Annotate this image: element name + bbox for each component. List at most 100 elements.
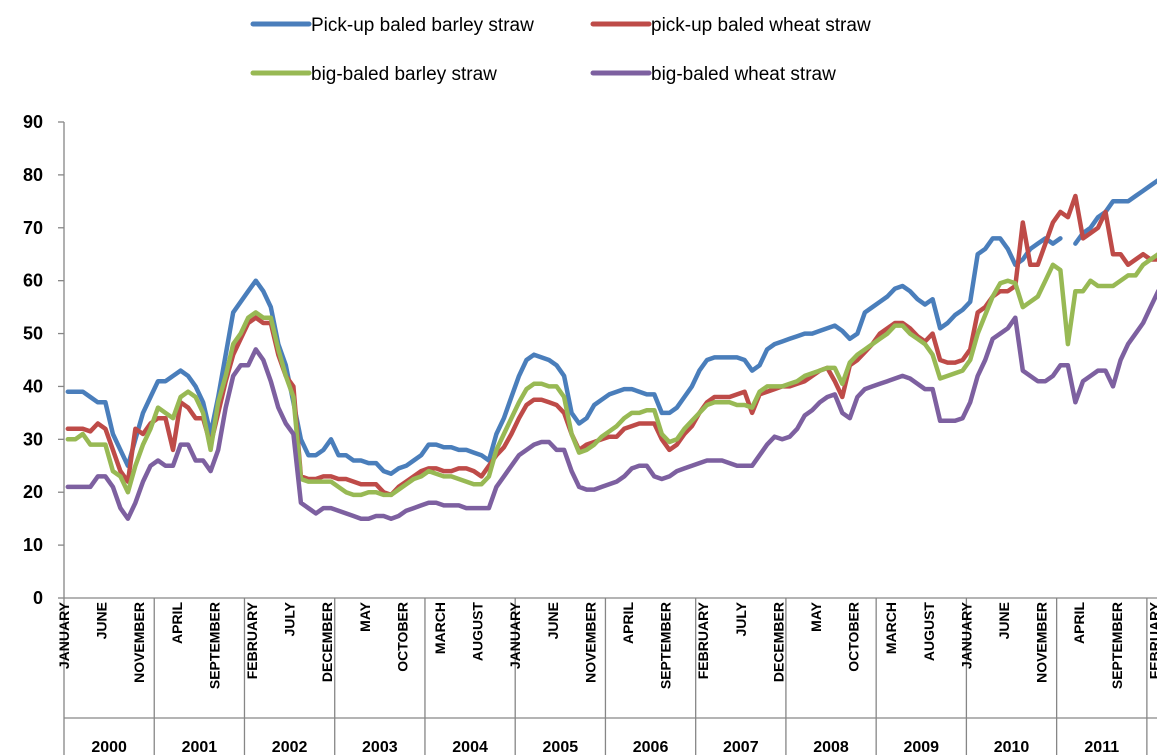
data-point bbox=[450, 475, 452, 477]
data-point bbox=[383, 470, 385, 472]
data-point bbox=[1074, 290, 1076, 292]
x-tick-label: FEBRUARY bbox=[695, 601, 711, 679]
data-point bbox=[804, 333, 806, 335]
x-tick-label: JANUARY bbox=[507, 601, 523, 669]
y-tick-label: 20 bbox=[23, 482, 43, 502]
data-point bbox=[571, 412, 573, 414]
data-point bbox=[683, 428, 686, 430]
data-point bbox=[691, 465, 693, 467]
data-point bbox=[841, 412, 843, 414]
data-point bbox=[232, 343, 234, 345]
data-point bbox=[999, 290, 1001, 292]
data-point bbox=[1142, 253, 1144, 255]
data-point bbox=[262, 290, 264, 292]
data-point bbox=[916, 298, 919, 300]
data-point bbox=[1127, 274, 1129, 276]
data-point bbox=[962, 370, 964, 372]
data-point bbox=[255, 280, 257, 282]
data-point bbox=[1067, 364, 1069, 366]
data-point bbox=[337, 486, 340, 488]
data-point bbox=[977, 253, 979, 255]
data-point bbox=[398, 489, 400, 491]
data-point bbox=[337, 510, 340, 512]
data-point bbox=[1052, 264, 1054, 266]
data-point bbox=[540, 441, 543, 443]
data-point bbox=[255, 348, 257, 350]
data-point bbox=[142, 412, 144, 414]
data-point bbox=[149, 396, 152, 398]
data-point bbox=[864, 388, 866, 390]
data-point bbox=[691, 385, 693, 387]
data-point bbox=[97, 444, 99, 446]
data-point bbox=[631, 425, 633, 427]
data-point bbox=[540, 399, 543, 401]
data-point bbox=[811, 333, 813, 335]
data-point bbox=[1127, 200, 1129, 202]
data-point bbox=[969, 301, 971, 303]
year-label: 2010 bbox=[994, 739, 1030, 755]
data-point bbox=[164, 465, 167, 467]
data-point bbox=[856, 354, 859, 356]
data-point bbox=[1112, 385, 1114, 387]
data-point bbox=[458, 449, 460, 451]
data-point bbox=[277, 407, 279, 409]
data-point bbox=[909, 327, 911, 329]
data-point bbox=[721, 401, 723, 403]
data-point bbox=[503, 475, 505, 477]
data-point bbox=[676, 438, 678, 440]
data-point bbox=[97, 475, 99, 477]
data-point bbox=[698, 370, 701, 372]
data-point bbox=[180, 444, 182, 446]
data-point bbox=[405, 483, 407, 485]
x-tick-label: JULY bbox=[282, 601, 298, 636]
data-point bbox=[292, 433, 294, 435]
data-point bbox=[345, 478, 347, 480]
data-point bbox=[360, 494, 362, 496]
data-point bbox=[435, 467, 437, 469]
data-point bbox=[661, 478, 663, 480]
data-point bbox=[375, 491, 377, 493]
data-point bbox=[180, 370, 182, 372]
data-point bbox=[932, 354, 934, 356]
x-tick-label: DECEMBER bbox=[319, 602, 335, 682]
data-point bbox=[841, 396, 843, 398]
data-point bbox=[593, 489, 595, 491]
data-point bbox=[413, 507, 415, 509]
data-point bbox=[864, 311, 866, 313]
data-point bbox=[616, 391, 618, 393]
data-point bbox=[751, 407, 753, 409]
data-point bbox=[879, 383, 881, 385]
data-point bbox=[646, 409, 648, 411]
x-tick-label: NOVEMBER bbox=[131, 602, 147, 683]
legend-label: big-baled wheat straw bbox=[651, 64, 836, 85]
data-point bbox=[728, 396, 731, 398]
data-point bbox=[631, 388, 633, 390]
data-point bbox=[894, 322, 896, 324]
data-point bbox=[781, 438, 783, 440]
data-point bbox=[886, 295, 889, 298]
year-label: 2001 bbox=[182, 739, 218, 755]
data-point bbox=[172, 417, 174, 419]
data-point bbox=[826, 327, 828, 329]
data-point bbox=[465, 507, 467, 509]
data-point bbox=[127, 491, 129, 493]
data-point bbox=[751, 412, 753, 414]
data-point bbox=[653, 475, 655, 477]
data-point bbox=[947, 322, 949, 324]
data-point bbox=[480, 454, 482, 456]
data-point bbox=[578, 452, 580, 454]
data-point bbox=[548, 401, 550, 403]
data-point bbox=[510, 433, 512, 435]
data-point bbox=[698, 412, 701, 414]
data-point bbox=[1059, 364, 1061, 366]
data-point bbox=[556, 449, 558, 451]
data-point bbox=[1112, 200, 1114, 202]
data-point bbox=[187, 407, 189, 409]
data-point bbox=[270, 306, 272, 308]
data-point bbox=[210, 449, 212, 451]
data-point bbox=[89, 486, 91, 488]
axes: 0 10 20 30 40 50 60 70 80 90 2000 JANUARY JUNE NOVEMB… bbox=[23, 112, 1157, 755]
data-point bbox=[540, 356, 543, 358]
data-point bbox=[608, 436, 610, 438]
data-point bbox=[871, 306, 874, 308]
